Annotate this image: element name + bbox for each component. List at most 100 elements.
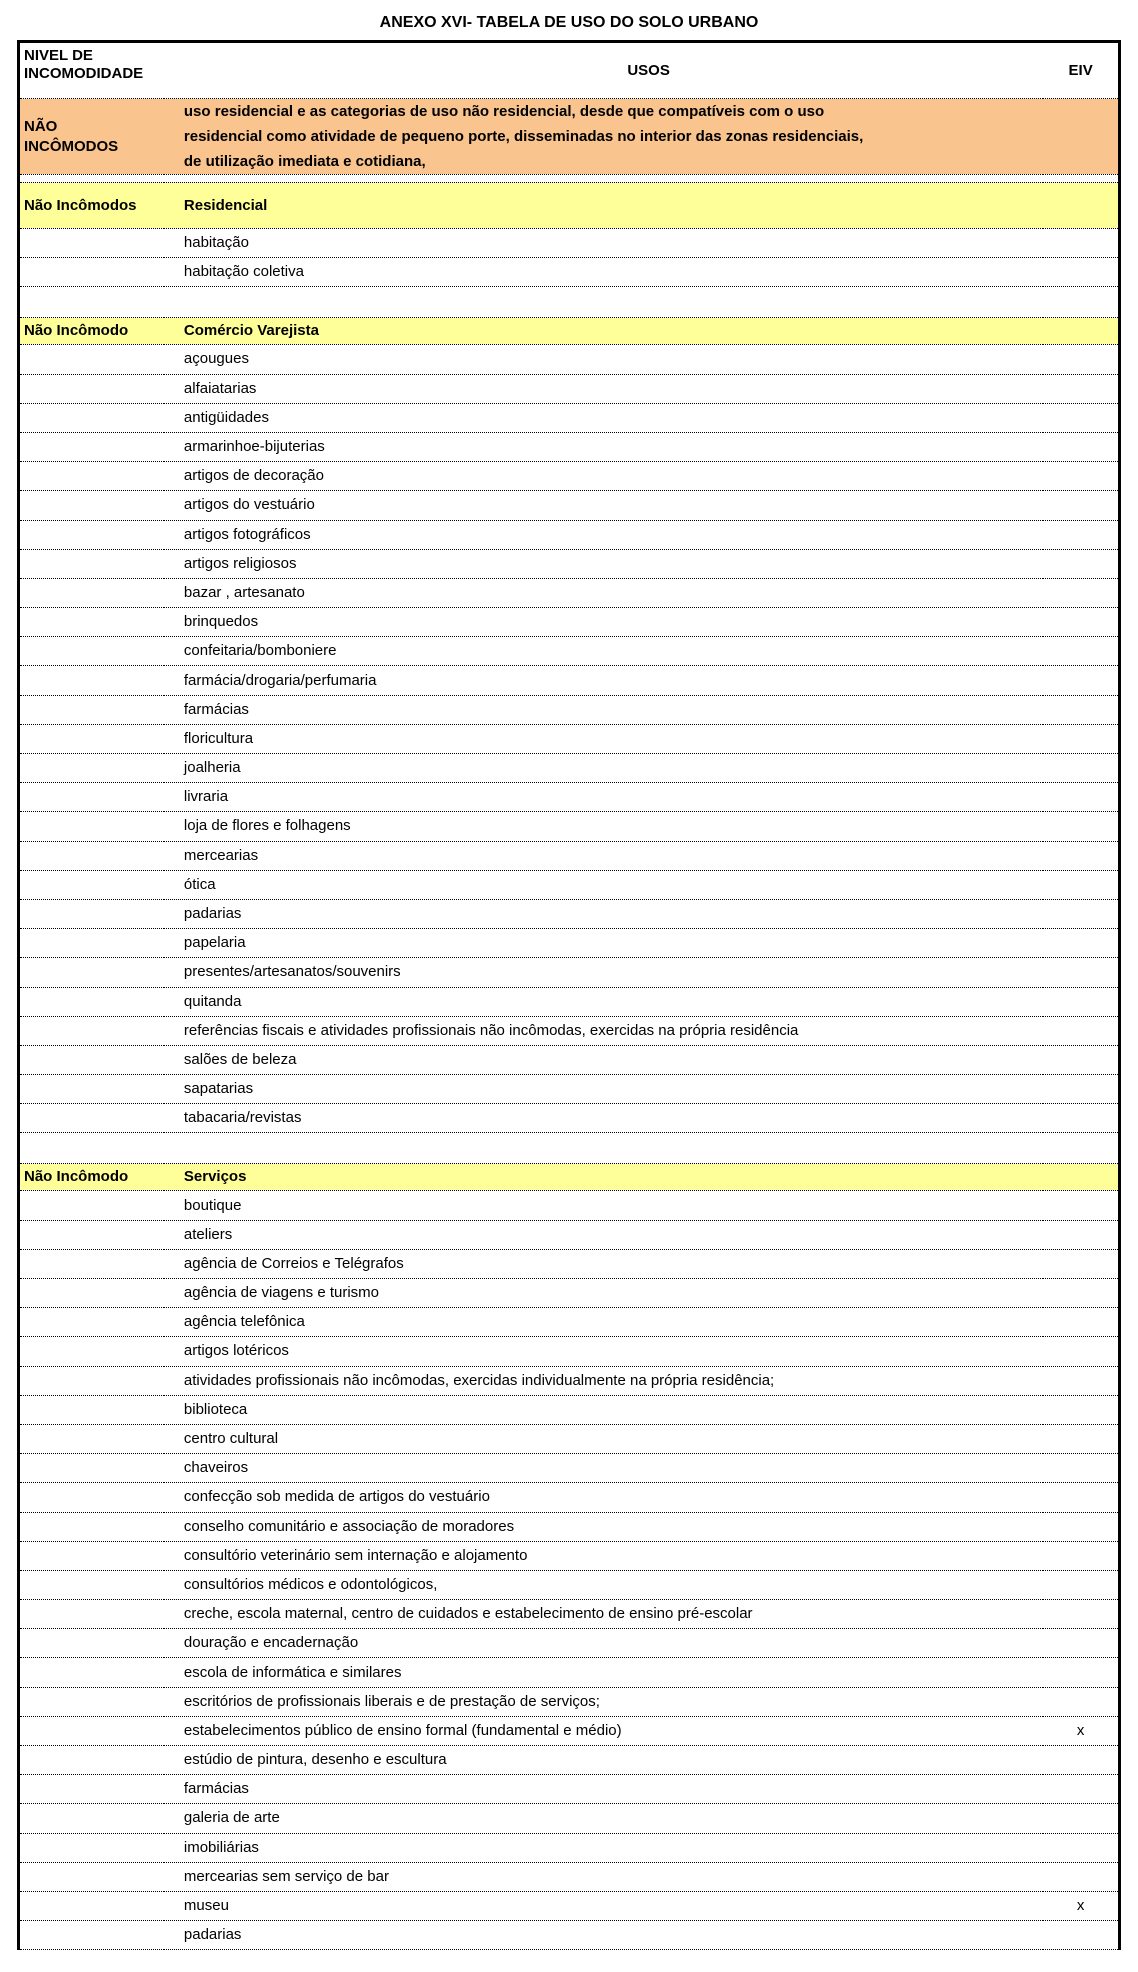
use-cell: confecção sob medida de artigos do vestu… (163, 1482, 1044, 1513)
eiv-cell (1043, 899, 1120, 930)
level-cell (18, 1190, 164, 1221)
eiv-cell (1043, 1453, 1120, 1484)
use-cell: galeria de arte (163, 1803, 1044, 1834)
use-cell: salões de beleza (163, 1045, 1044, 1076)
eiv-cell (1043, 1920, 1120, 1951)
eiv-cell (1043, 520, 1120, 550)
use-cell: joalheria (163, 753, 1044, 784)
level-cell (18, 636, 164, 667)
eiv-cell (1043, 344, 1120, 375)
use-cell: mercearias (163, 841, 1044, 871)
section-level: Não Incômodo (18, 1163, 164, 1192)
eiv-cell (1043, 1016, 1120, 1046)
level-cell (18, 520, 164, 550)
section-category: Serviços (163, 1163, 1044, 1192)
eiv-cell (1043, 928, 1120, 959)
level-cell (18, 578, 164, 609)
spacer-cell (18, 174, 1120, 183)
use-cell: escola de informática e similares (163, 1657, 1044, 1688)
use-cell: consultório veterinário sem internação e… (163, 1541, 1044, 1571)
level-cell (18, 841, 164, 871)
table-row: brinquedos (18, 607, 1120, 638)
use-cell: açougues (163, 344, 1044, 375)
use-cell: consultórios médicos e odontológicos, (163, 1570, 1044, 1601)
section-eiv-cell (1043, 182, 1120, 229)
level-cell (18, 1891, 164, 1922)
table-row: estúdio de pintura, desenho e escultura (18, 1745, 1120, 1776)
eiv-cell (1043, 1774, 1120, 1805)
section-header-row: Não Incômodo Serviços (18, 1163, 1120, 1192)
eiv-cell (1043, 870, 1120, 900)
use-cell: estúdio de pintura, desenho e escultura (163, 1745, 1044, 1776)
section-header-row: Não Incômodos Residencial (18, 182, 1120, 229)
use-cell: artigos fotográficos (163, 520, 1044, 550)
table-row: atividades profissionais não incômodas, … (18, 1366, 1120, 1396)
use-cell: brinquedos (163, 607, 1044, 638)
table-row: sapatarias (18, 1074, 1120, 1105)
eiv-cell (1043, 1687, 1120, 1717)
level-cell (18, 1482, 164, 1513)
spacer-cell (18, 1132, 1120, 1165)
level-cell (18, 899, 164, 930)
use-cell: artigos lotéricos (163, 1336, 1044, 1367)
eiv-cell (1043, 987, 1120, 1017)
use-cell: habitação coletiva (163, 257, 1044, 288)
use-cell: agência de viagens e turismo (163, 1278, 1044, 1309)
table-row: consultório veterinário sem internação e… (18, 1541, 1120, 1571)
table-row: habitação (18, 228, 1120, 259)
table-row: estabelecimentos público de ensino forma… (18, 1716, 1120, 1747)
eiv-cell (1043, 1249, 1120, 1280)
level-cell (18, 928, 164, 959)
table-row: farmácia/drogaria/perfumaria (18, 665, 1120, 696)
eiv-cell (1043, 1570, 1120, 1601)
use-cell: presentes/artesanatos/souvenirs (163, 957, 1044, 988)
eiv-cell (1043, 1482, 1120, 1513)
eiv-cell (1043, 811, 1120, 842)
level-cell (18, 1336, 164, 1367)
eiv-cell (1043, 1103, 1120, 1134)
table-row: agência telefônica (18, 1307, 1120, 1338)
use-cell: conselho comunitário e associação de mor… (163, 1512, 1044, 1542)
use-cell: habitação (163, 228, 1044, 259)
use-cell: artigos religiosos (163, 549, 1044, 579)
use-cell: biblioteca (163, 1395, 1044, 1425)
table-row: artigos de decoração (18, 461, 1120, 492)
table-row: douração e encadernação (18, 1628, 1120, 1659)
table-row: padarias (18, 1920, 1120, 1951)
level-cell (18, 344, 164, 375)
eiv-cell (1043, 1541, 1120, 1571)
section-eiv-cell (1043, 1163, 1120, 1192)
table-row: ótica (18, 870, 1120, 900)
level-cell (18, 1687, 164, 1717)
eiv-cell (1043, 1074, 1120, 1105)
intro-row: NÃO INCÔMODOS uso residencial e as categ… (18, 98, 1120, 175)
level-cell (18, 1628, 164, 1659)
eiv-cell (1043, 1745, 1120, 1776)
level-cell (18, 607, 164, 638)
level-cell (18, 1512, 164, 1542)
level-cell (18, 1716, 164, 1747)
level-cell (18, 490, 164, 521)
table-row: floricultura (18, 724, 1120, 755)
table-row: artigos do vestuário (18, 490, 1120, 521)
use-cell: centro cultural (163, 1424, 1044, 1455)
table-header-row: NIVEL DE INCOMODIDADE USOS EIV (18, 41, 1120, 99)
use-cell: boutique (163, 1190, 1044, 1221)
spacer-row (18, 1132, 1120, 1165)
table-row: tabacaria/revistas (18, 1103, 1120, 1134)
use-cell: agência telefônica (163, 1307, 1044, 1338)
use-cell: artigos de decoração (163, 461, 1044, 492)
table-row: escritórios de profissionais liberais e … (18, 1687, 1120, 1717)
level-cell (18, 257, 164, 288)
level-cell (18, 1249, 164, 1280)
table-row: ateliers (18, 1220, 1120, 1250)
use-cell: escritórios de profissionais liberais e … (163, 1687, 1044, 1717)
spacer-row (18, 286, 1120, 319)
level-cell (18, 374, 164, 404)
eiv-cell (1043, 374, 1120, 404)
use-cell: sapatarias (163, 1074, 1044, 1105)
use-cell: artigos do vestuário (163, 490, 1044, 521)
eiv-cell (1043, 1803, 1120, 1834)
eiv-cell (1043, 1278, 1120, 1309)
level-cell (18, 432, 164, 463)
